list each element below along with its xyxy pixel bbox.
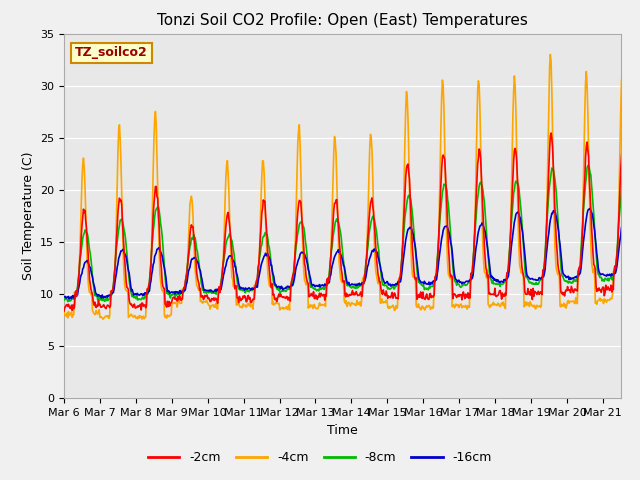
Y-axis label: Soil Temperature (C): Soil Temperature (C) bbox=[22, 152, 35, 280]
X-axis label: Time: Time bbox=[327, 424, 358, 437]
Title: Tonzi Soil CO2 Profile: Open (East) Temperatures: Tonzi Soil CO2 Profile: Open (East) Temp… bbox=[157, 13, 528, 28]
Legend: -2cm, -4cm, -8cm, -16cm: -2cm, -4cm, -8cm, -16cm bbox=[143, 446, 497, 469]
Text: TZ_soilco2: TZ_soilco2 bbox=[75, 47, 148, 60]
